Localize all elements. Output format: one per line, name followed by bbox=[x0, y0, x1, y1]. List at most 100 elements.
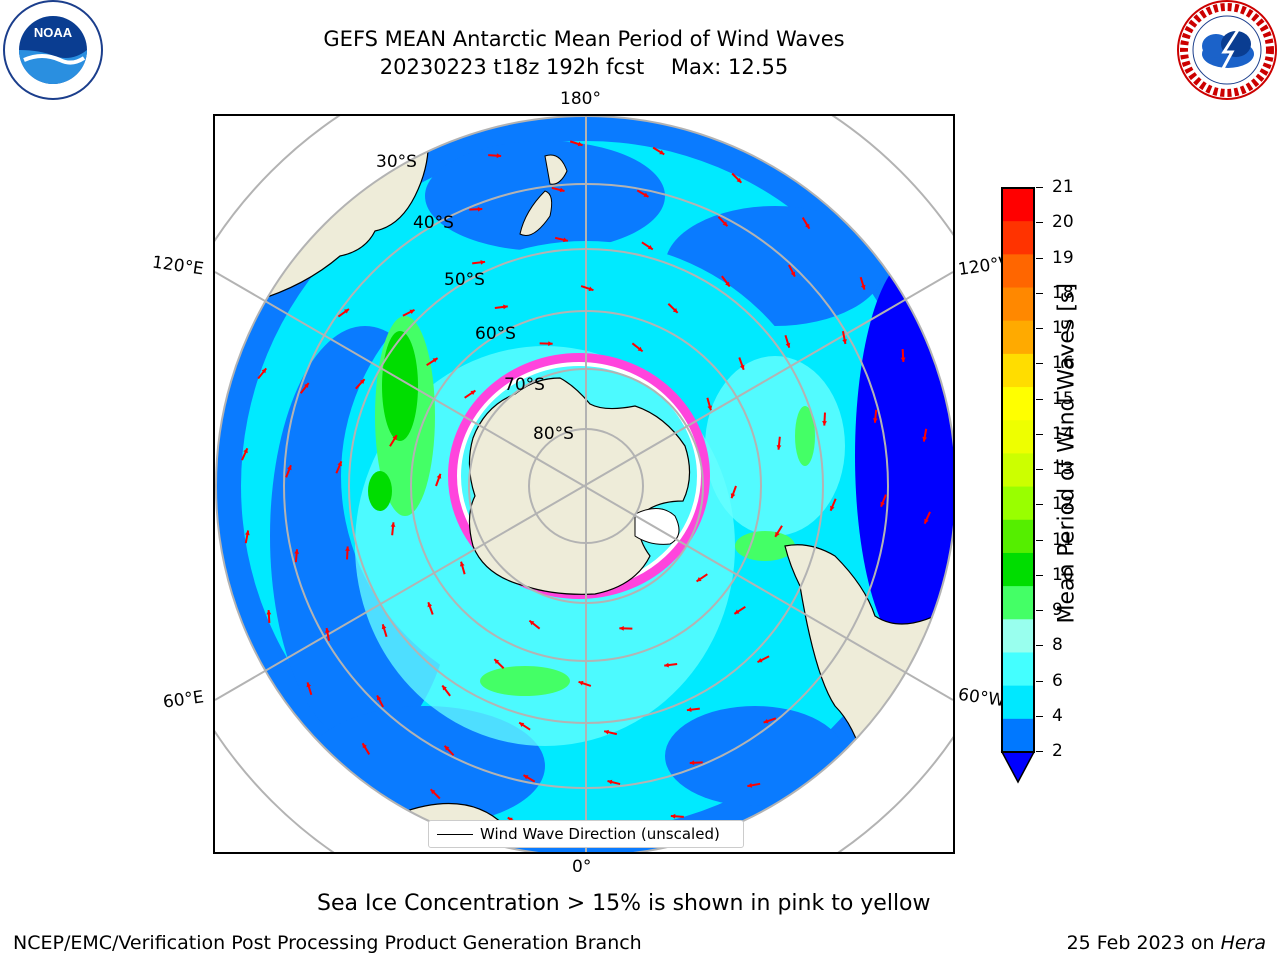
lon-label-60e: 60°E bbox=[161, 687, 206, 713]
wave-direction-arrowhead bbox=[261, 368, 267, 374]
lat-label-30s: 30°S bbox=[376, 152, 417, 172]
wave-direction-arrowhead bbox=[559, 187, 565, 193]
wave-direction-arrowhead bbox=[304, 382, 309, 388]
nws-logo bbox=[1177, 0, 1277, 100]
wave-direction-arrowhead bbox=[790, 271, 795, 277]
colorbar-tick-mark bbox=[1036, 292, 1043, 294]
chart-title: GEFS MEAN Antarctic Mean Period of Wind … bbox=[323, 27, 845, 51]
wave-direction-arrowhead bbox=[672, 308, 678, 313]
colorbar-tick-label: 4 bbox=[1052, 705, 1063, 726]
wave-direction-arrowhead bbox=[604, 729, 609, 735]
colorbar-tick-mark bbox=[1036, 222, 1043, 224]
wave-direction-arrowhead bbox=[696, 576, 702, 582]
colorbar-band bbox=[1002, 552, 1034, 587]
colorbar-tick-label: 15 bbox=[1052, 388, 1074, 409]
wave-direction-arrowhead bbox=[362, 743, 367, 749]
colorbar-band bbox=[1002, 287, 1034, 322]
wave-direction-arrowhead bbox=[637, 346, 643, 352]
new-zealand bbox=[519, 154, 568, 236]
wave-direction-arrowhead bbox=[578, 680, 584, 686]
wave-direction-arrowhead bbox=[563, 237, 568, 243]
colorbar-tick-mark bbox=[1036, 574, 1043, 576]
colorbar-band bbox=[1002, 387, 1034, 421]
colorbar-band bbox=[1002, 519, 1034, 554]
wave-direction-arrowhead bbox=[739, 364, 745, 370]
colorbar-band bbox=[1002, 685, 1034, 720]
colorbar bbox=[1000, 187, 1036, 784]
polar-map: Wind Wave Direction (unscaled) bbox=[213, 114, 955, 854]
colorbar-band bbox=[1002, 254, 1034, 289]
wave-direction-arrowhead bbox=[519, 722, 525, 727]
colorbar-tick-mark bbox=[1036, 751, 1043, 752]
wave-period-field bbox=[216, 116, 953, 852]
colorbar-tick-label: 19 bbox=[1052, 247, 1074, 268]
colorbar-under-arrow bbox=[1000, 751, 1036, 784]
wave-direction-arrowhead bbox=[722, 221, 728, 227]
wave-direction-arrowhead bbox=[529, 620, 535, 626]
colorbar-tick-label: 11 bbox=[1052, 529, 1074, 550]
colorbar-tick-mark bbox=[1036, 363, 1043, 365]
wave-direction-arrowhead bbox=[734, 609, 740, 614]
wave-direction-arrowhead bbox=[494, 659, 500, 664]
wave-direction-arrowhead bbox=[822, 421, 827, 426]
wave-direction-arrowhead bbox=[427, 602, 433, 608]
colorbar-tick-label: 12 bbox=[1052, 494, 1074, 515]
footer-machine: Hera bbox=[1220, 932, 1266, 954]
noaa-logo: NOAA bbox=[3, 0, 103, 100]
colorbar-tick-label: 16 bbox=[1052, 353, 1074, 374]
colorbar-tick-label: 17 bbox=[1052, 318, 1074, 338]
colorbar-band bbox=[1002, 320, 1034, 355]
wave-direction-arrowhead bbox=[390, 522, 396, 527]
wave-direction-arrowhead bbox=[619, 625, 624, 631]
wave-direction-arrowhead bbox=[607, 779, 613, 785]
wave-direction-arrowhead bbox=[860, 284, 866, 290]
colorbar-tick-mark bbox=[1036, 645, 1043, 647]
colorbar-tick-label: 6 bbox=[1052, 670, 1063, 691]
sea-ice-caption: Sea Ice Concentration > 15% is shown in … bbox=[317, 891, 931, 916]
noaa-logo-text: NOAA bbox=[34, 25, 73, 40]
wave-direction-arrowhead bbox=[924, 518, 929, 524]
colorbar-label: Mean Period of Wind Waves [s] bbox=[1054, 283, 1080, 624]
wave-direction-arrowhead bbox=[442, 685, 447, 691]
wave-direction-arrowhead bbox=[880, 501, 885, 507]
colorbar-tick-label: 14 bbox=[1052, 423, 1074, 444]
wave-direction-arrowhead bbox=[409, 309, 415, 314]
legend-label: Wind Wave Direction (unscaled) bbox=[480, 825, 720, 843]
wave-direction-arrowhead bbox=[725, 281, 730, 287]
wave-direction-arrowhead bbox=[757, 658, 763, 663]
map-legend: Wind Wave Direction (unscaled) bbox=[428, 820, 744, 848]
colorbar-tick-label: 10 bbox=[1052, 564, 1074, 585]
wave-direction-arrowhead bbox=[470, 390, 476, 396]
wave-direction-arrowhead bbox=[294, 549, 300, 554]
colorbar-band bbox=[1002, 652, 1034, 687]
wave-direction-arrowhead bbox=[325, 628, 330, 633]
polar-map-canvas bbox=[215, 116, 953, 852]
wave-direction-arrowhead bbox=[344, 309, 349, 314]
antarctica bbox=[468, 377, 691, 595]
wave-direction-arrowhead bbox=[707, 405, 713, 411]
wave-direction-arrowhead bbox=[377, 695, 382, 701]
colorbar-tick-mark bbox=[1036, 328, 1043, 329]
colorbar-band bbox=[1002, 486, 1034, 521]
wave-direction-arrowhead bbox=[747, 782, 753, 788]
lat-label-70s: 70°S bbox=[504, 375, 545, 395]
colorbar-tick-label: 21 bbox=[1052, 177, 1074, 197]
wave-direction-arrowhead bbox=[643, 192, 649, 197]
wave-direction-arrowhead bbox=[244, 530, 250, 536]
wave-direction-arrowhead bbox=[436, 473, 442, 479]
colorbar-tick-mark bbox=[1036, 715, 1043, 717]
colorbar-tick-mark bbox=[1036, 433, 1043, 435]
colorbar-band bbox=[1002, 453, 1034, 488]
colorbar-band bbox=[1002, 353, 1034, 388]
colorbar-tick-mark bbox=[1036, 469, 1043, 470]
chart-subtitle: 20230223 t18z 192h fcst Max: 12.55 bbox=[379, 55, 789, 79]
wave-direction-arrowhead bbox=[306, 682, 312, 688]
footer-date: 25 Feb 2023 on bbox=[1066, 932, 1221, 954]
lon-label-180: 180° bbox=[560, 89, 601, 109]
wave-direction-arrowhead bbox=[337, 461, 342, 467]
colorbar-band bbox=[1002, 188, 1034, 222]
graticule bbox=[215, 116, 953, 852]
colorbar-tick-mark bbox=[1036, 610, 1043, 611]
colorbar-tick-mark bbox=[1036, 539, 1043, 541]
wave-direction-arrowhead bbox=[670, 813, 676, 819]
